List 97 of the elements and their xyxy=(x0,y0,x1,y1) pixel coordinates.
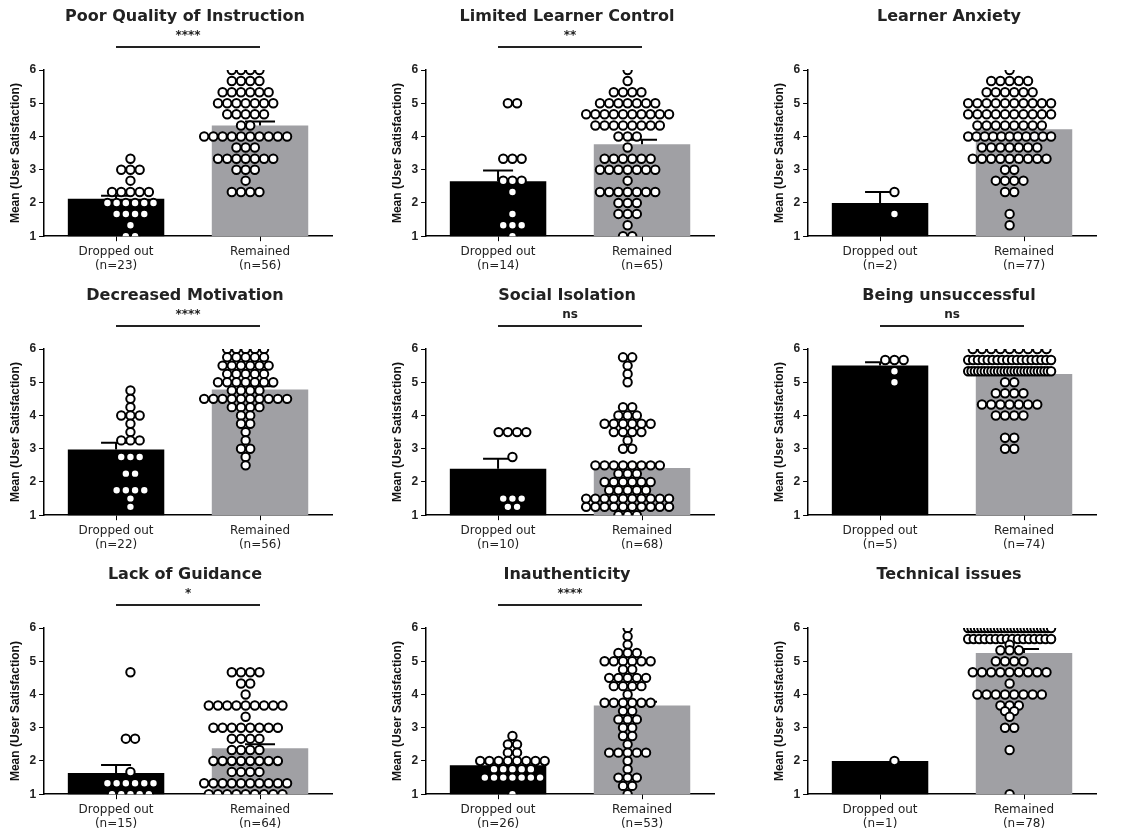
x-tick-label: Remained (n=78) xyxy=(993,801,1055,830)
chart-title: Learner Anxiety xyxy=(876,6,1022,25)
y-tick-label: 5 xyxy=(411,95,419,110)
y-tick-label: 1 xyxy=(793,228,801,243)
y-axis-title: Mean (User Satisfaction) xyxy=(7,83,22,224)
y-tick-label: 3 xyxy=(793,441,801,456)
y-tick-label: 3 xyxy=(793,162,801,177)
x-tick-label: Dropped out (n=26) xyxy=(460,801,536,830)
x-tick-label: Dropped out (n=10) xyxy=(460,522,536,551)
y-tick-label: 3 xyxy=(793,720,801,735)
y-tick-label: 1 xyxy=(29,228,37,243)
x-tick-label: Remained (n=68) xyxy=(611,522,673,551)
y-axis-title: Mean (User Satisfaction) xyxy=(771,362,786,503)
text: * xyxy=(184,586,192,600)
text: ns xyxy=(944,307,960,321)
y-tick-label: 6 xyxy=(793,62,801,77)
y-tick-label: 2 xyxy=(29,195,37,210)
y-tick-label: 4 xyxy=(29,407,37,422)
y-tick-label: 4 xyxy=(411,407,419,422)
y-tick-label: 1 xyxy=(411,507,419,522)
y-tick-label: 1 xyxy=(793,507,801,522)
y-tick-label: 2 xyxy=(29,474,37,489)
y-tick-label: 1 xyxy=(411,228,419,243)
x-tick-label: Remained (n=65) xyxy=(611,243,673,272)
x-tick-label: Dropped out (n=2) xyxy=(842,243,918,272)
y-tick-label: 5 xyxy=(29,374,37,389)
y-tick-label: 5 xyxy=(793,374,801,389)
y-tick-label: 3 xyxy=(411,162,419,177)
x-tick-label: Remained (n=56) xyxy=(229,243,291,272)
y-axis-title: Mean (User Satisfaction) xyxy=(389,362,404,503)
chart-title: Poor Quality of Instruction xyxy=(64,6,306,25)
x-tick-label: Dropped out (n=23) xyxy=(78,243,154,272)
y-axis-title: Mean (User Satisfaction) xyxy=(771,641,786,782)
y-tick-label: 4 xyxy=(793,407,801,422)
text: **** xyxy=(175,307,201,321)
y-tick-label: 2 xyxy=(411,195,419,210)
y-tick-label: 3 xyxy=(411,720,419,735)
y-tick-label: 1 xyxy=(29,507,37,522)
y-tick-label: 2 xyxy=(793,195,801,210)
y-tick-label: 5 xyxy=(793,95,801,110)
y-tick-label: 6 xyxy=(793,341,801,356)
y-tick-label: 2 xyxy=(793,474,801,489)
y-tick-label: 2 xyxy=(793,753,801,768)
chart-title: Inauthenticity xyxy=(502,564,632,583)
chart-title: Lack of Guidance xyxy=(106,564,264,583)
text: **** xyxy=(557,586,583,600)
y-tick-label: 3 xyxy=(29,720,37,735)
y-tick-label: 3 xyxy=(29,441,37,456)
y-tick-label: 5 xyxy=(29,95,37,110)
y-axis-title: Mean (User Satisfaction) xyxy=(7,362,22,503)
y-tick-label: 2 xyxy=(411,474,419,489)
text: ns xyxy=(562,307,578,321)
x-tick-label: Remained (n=56) xyxy=(229,522,291,551)
y-tick-label: 3 xyxy=(29,162,37,177)
y-tick-label: 6 xyxy=(411,341,419,356)
x-tick-label: Dropped out (n=22) xyxy=(78,522,154,551)
y-tick-label: 6 xyxy=(29,62,37,77)
y-tick-label: 4 xyxy=(411,128,419,143)
x-tick-label: Dropped out (n=15) xyxy=(78,801,154,830)
y-tick-label: 3 xyxy=(411,441,419,456)
text: **** xyxy=(175,28,201,42)
x-tick-label: Dropped out (n=5) xyxy=(842,522,918,551)
y-tick-label: 5 xyxy=(793,653,801,668)
y-tick-label: 6 xyxy=(29,341,37,356)
x-tick-label: Remained (n=77) xyxy=(993,243,1055,272)
x-tick-label: Remained (n=74) xyxy=(993,522,1055,551)
y-tick-label: 4 xyxy=(793,128,801,143)
x-tick-label: Remained (n=64) xyxy=(229,801,291,830)
chart-title: Social Isolation xyxy=(497,285,637,304)
y-tick-label: 6 xyxy=(411,620,419,635)
chart-title: Technical issues xyxy=(875,564,1023,583)
y-axis-title: Mean (User Satisfaction) xyxy=(7,641,22,782)
y-axis-title: Mean (User Satisfaction) xyxy=(389,83,404,224)
y-tick-label: 6 xyxy=(793,620,801,635)
x-tick-label: Dropped out (n=1) xyxy=(842,801,918,830)
y-tick-label: 5 xyxy=(411,653,419,668)
chart-title: Limited Learner Control xyxy=(458,6,676,25)
y-tick-label: 2 xyxy=(411,753,419,768)
y-tick-label: 1 xyxy=(29,786,37,801)
y-tick-label: 1 xyxy=(793,786,801,801)
y-tick-label: 2 xyxy=(29,753,37,768)
y-axis-title: Mean (User Satisfaction) xyxy=(771,83,786,224)
y-tick-label: 4 xyxy=(793,686,801,701)
text: ** xyxy=(563,28,577,42)
y-tick-label: 5 xyxy=(411,374,419,389)
y-tick-label: 4 xyxy=(29,686,37,701)
x-tick-label: Dropped out (n=14) xyxy=(460,243,536,272)
chart-title: Decreased Motivation xyxy=(85,285,285,304)
y-tick-label: 6 xyxy=(29,620,37,635)
y-tick-label: 6 xyxy=(411,62,419,77)
y-tick-label: 1 xyxy=(411,786,419,801)
chart-title: Being unsuccessful xyxy=(861,285,1037,304)
y-tick-label: 4 xyxy=(29,128,37,143)
y-tick-label: 5 xyxy=(29,653,37,668)
y-axis-title: Mean (User Satisfaction) xyxy=(389,641,404,782)
x-tick-label: Remained (n=53) xyxy=(611,801,673,830)
y-tick-label: 4 xyxy=(411,686,419,701)
